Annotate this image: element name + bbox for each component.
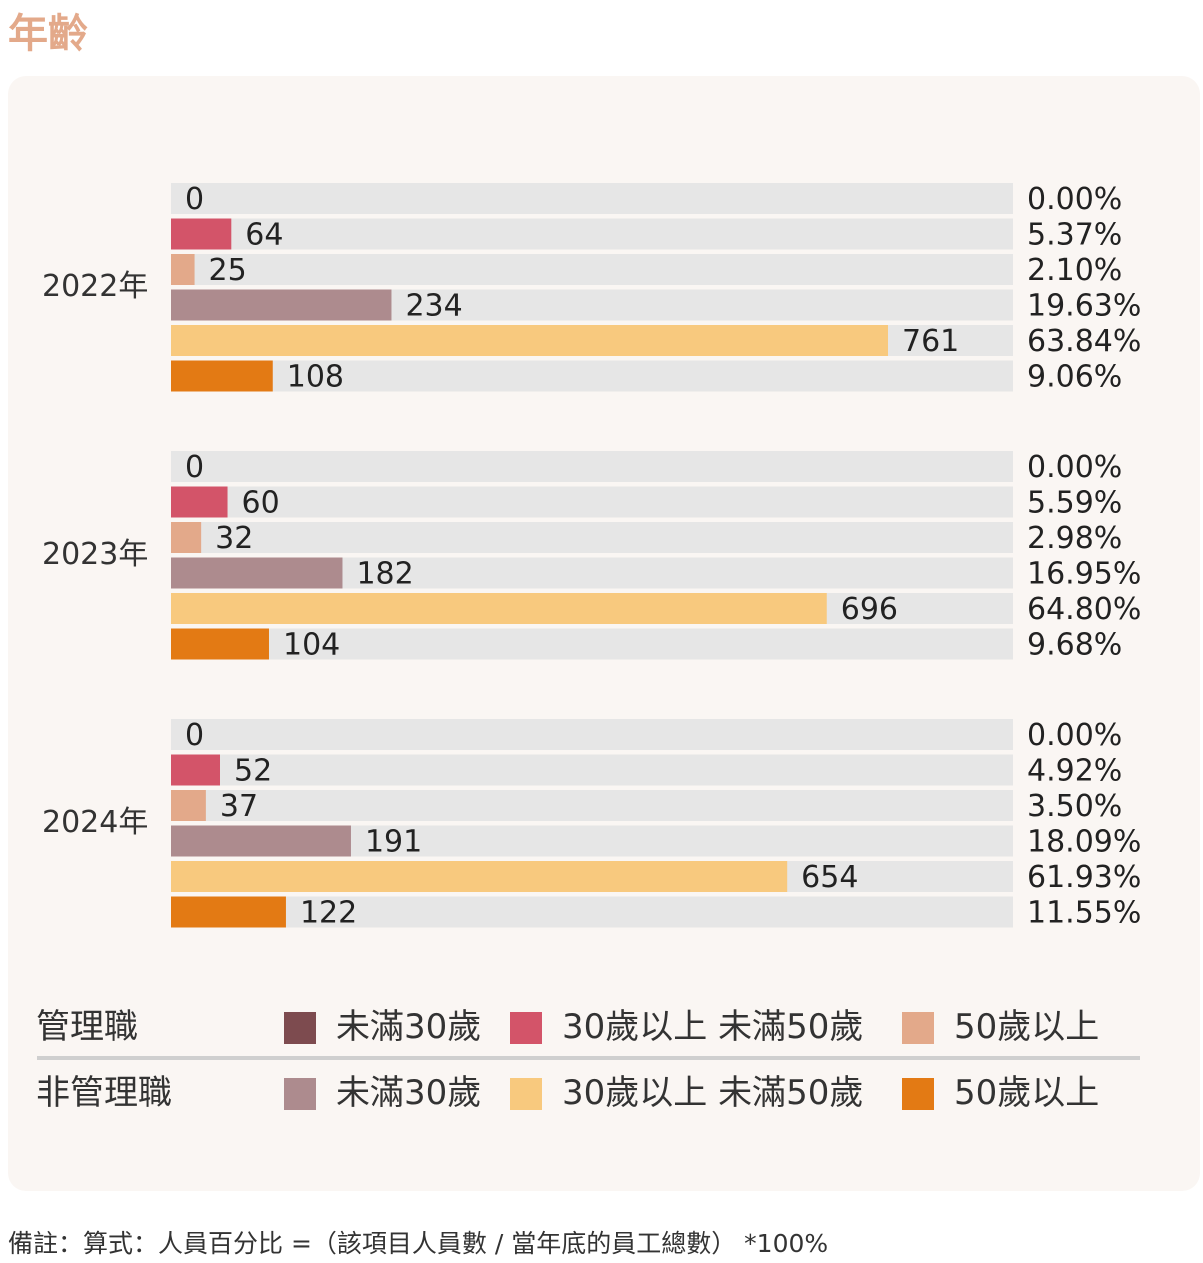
legend-label: 50歲以上 bbox=[954, 1073, 1100, 1113]
bar-track bbox=[171, 754, 1013, 786]
group-label: 2024年 bbox=[42, 805, 148, 840]
bar-value-label: 108 bbox=[287, 360, 344, 395]
legend-label: 30歲以上 未滿50歲 bbox=[562, 1007, 864, 1047]
bar-track bbox=[171, 183, 1013, 214]
bar bbox=[171, 754, 220, 786]
bar-percent-label: 16.95% bbox=[1027, 557, 1141, 592]
bar-value-label: 52 bbox=[234, 754, 272, 789]
bar-value-label: 37 bbox=[220, 789, 258, 824]
bar-percent-label: 4.92% bbox=[1027, 754, 1122, 789]
legend-management-title: 管理職 bbox=[36, 1007, 138, 1047]
bar-percent-label: 18.09% bbox=[1027, 825, 1141, 860]
bar-track bbox=[171, 522, 1013, 553]
bar bbox=[171, 557, 343, 589]
bar-track bbox=[171, 254, 1013, 285]
legend-swatch bbox=[284, 1012, 316, 1044]
bar bbox=[171, 360, 273, 392]
bar bbox=[171, 218, 232, 250]
bar-value-label: 64 bbox=[245, 218, 283, 253]
bar-percent-label: 5.37% bbox=[1027, 218, 1122, 253]
bar-percent-label: 2.10% bbox=[1027, 253, 1122, 288]
bar-percent-label: 0.00% bbox=[1027, 182, 1122, 217]
bar-value-label: 761 bbox=[902, 324, 959, 359]
bar bbox=[171, 522, 202, 553]
group-label: 2023年 bbox=[42, 537, 148, 572]
bar bbox=[171, 825, 351, 857]
legend-swatch bbox=[902, 1078, 934, 1110]
bar-value-label: 104 bbox=[283, 628, 340, 663]
legend-label: 未滿30歲 bbox=[336, 1007, 482, 1047]
bar-percent-label: 0.00% bbox=[1027, 450, 1122, 485]
bar-value-label: 0 bbox=[185, 450, 204, 485]
legend-swatch bbox=[284, 1078, 316, 1110]
bar-percent-label: 9.06% bbox=[1027, 360, 1122, 395]
bar bbox=[171, 593, 827, 624]
bar bbox=[171, 254, 195, 285]
bar-value-label: 0 bbox=[185, 718, 204, 753]
legend-swatch bbox=[902, 1012, 934, 1044]
bar-value-label: 654 bbox=[801, 860, 858, 895]
bar bbox=[171, 896, 286, 928]
bar bbox=[171, 790, 206, 821]
legend-label: 未滿30歲 bbox=[336, 1073, 482, 1113]
bar-value-label: 25 bbox=[209, 253, 247, 288]
legend-label: 50歲以上 bbox=[954, 1007, 1100, 1047]
bar bbox=[171, 861, 788, 892]
bar-percent-label: 9.68% bbox=[1027, 628, 1122, 663]
bar-value-label: 122 bbox=[300, 896, 357, 931]
bar-percent-label: 3.50% bbox=[1027, 789, 1122, 824]
legend-non-management: 非管理職 未滿30歲 30歲以上 未滿50歲 50歲以上 bbox=[0, 1068, 1203, 1118]
bar-percent-label: 63.84% bbox=[1027, 324, 1141, 359]
bar-value-label: 696 bbox=[841, 592, 898, 627]
bar bbox=[171, 325, 888, 356]
legend-divider bbox=[37, 1056, 1140, 1060]
group-label: 2022年 bbox=[42, 269, 148, 304]
bar-track bbox=[171, 360, 1013, 392]
bar-chart: 2022年 0 0.00% 64 5.37% 25 2.10% 234 19.63% 761 63.… bbox=[42, 182, 1141, 931]
bar-track bbox=[171, 628, 1013, 660]
footnote: 備註：算式：人員百分比 =（該項目人員數 / 當年底的員工總數） *100% bbox=[8, 1229, 829, 1258]
bar-percent-label: 19.63% bbox=[1027, 289, 1141, 324]
bar-value-label: 32 bbox=[215, 521, 253, 556]
bar-track bbox=[171, 896, 1013, 928]
bar-track bbox=[171, 790, 1013, 821]
legend-label: 30歲以上 未滿50歲 bbox=[562, 1073, 864, 1113]
legend-swatch bbox=[510, 1078, 542, 1110]
bar-value-label: 191 bbox=[365, 825, 422, 860]
legend-swatch bbox=[510, 1012, 542, 1044]
bar-percent-label: 11.55% bbox=[1027, 896, 1141, 931]
bar-track bbox=[171, 719, 1013, 750]
bar-percent-label: 5.59% bbox=[1027, 486, 1122, 521]
bar bbox=[171, 486, 228, 518]
bar-value-label: 234 bbox=[405, 289, 462, 324]
bar-percent-label: 0.00% bbox=[1027, 718, 1122, 753]
bar-percent-label: 64.80% bbox=[1027, 592, 1141, 627]
bar-value-label: 182 bbox=[356, 557, 413, 592]
legend-non-management-title: 非管理職 bbox=[36, 1073, 172, 1113]
bar-percent-label: 2.98% bbox=[1027, 521, 1122, 556]
page-title: 年齡 bbox=[8, 11, 88, 57]
bar-track bbox=[171, 486, 1013, 518]
bar-value-label: 0 bbox=[185, 182, 204, 217]
bar-value-label: 60 bbox=[242, 486, 280, 521]
bar bbox=[171, 289, 392, 321]
bar bbox=[171, 628, 269, 660]
bar-track bbox=[171, 218, 1013, 250]
legend-management: 管理職 未滿30歲 30歲以上 未滿50歲 50歲以上 bbox=[0, 1002, 1203, 1052]
bar-percent-label: 61.93% bbox=[1027, 860, 1141, 895]
bar-track bbox=[171, 451, 1013, 482]
